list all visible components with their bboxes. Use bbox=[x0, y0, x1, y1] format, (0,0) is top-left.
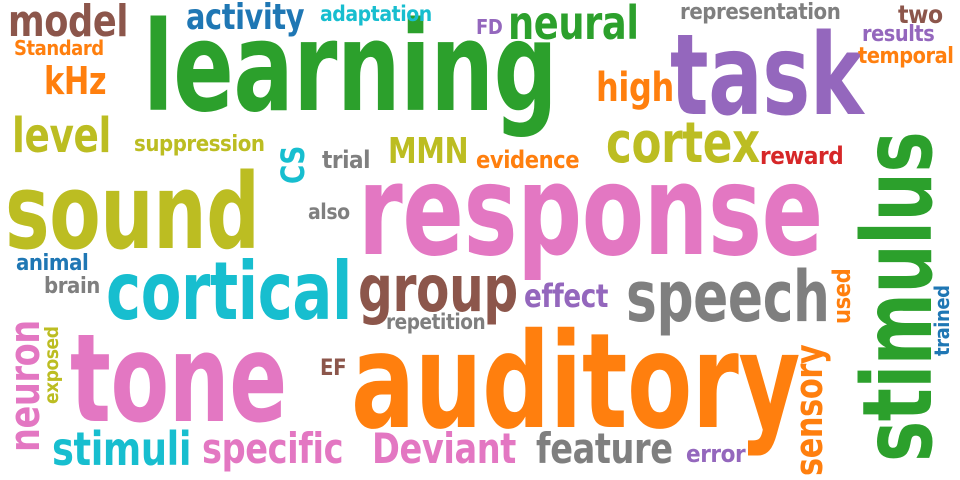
word-also: also bbox=[308, 200, 350, 224]
word-suppression: suppression bbox=[134, 132, 265, 157]
word-evidence: evidence bbox=[476, 146, 580, 174]
word-auditory: auditory bbox=[351, 305, 801, 459]
word-fd: FD bbox=[476, 15, 503, 39]
word-response: response bbox=[358, 137, 823, 284]
word-cortical: cortical bbox=[106, 245, 352, 338]
word-task: task bbox=[670, 11, 864, 141]
word-mmn: MMN bbox=[388, 131, 469, 172]
word-adaptation: adaptation bbox=[320, 2, 432, 26]
word-sound: sound bbox=[5, 151, 260, 273]
word-feature: feature bbox=[536, 424, 673, 473]
word-stimuli: stimuli bbox=[52, 422, 192, 476]
word-trained: trained bbox=[930, 285, 954, 356]
word-temporal: temporal bbox=[858, 44, 954, 69]
word-level: level bbox=[12, 108, 111, 164]
word-representation: representation bbox=[680, 0, 841, 25]
word-cortex: cortex bbox=[606, 111, 760, 176]
word-two: two bbox=[898, 0, 943, 29]
word-repetition: repetition bbox=[386, 310, 486, 334]
word-reward: reward bbox=[760, 142, 844, 170]
word-cs: CS bbox=[274, 146, 312, 184]
word-standard: Standard bbox=[14, 36, 104, 60]
word-high: high bbox=[596, 65, 674, 111]
word-trial: trial bbox=[322, 146, 371, 174]
word-deviant: Deviant bbox=[372, 424, 516, 473]
word-specific: specific bbox=[202, 424, 344, 473]
word-activity: activity bbox=[186, 0, 305, 38]
word-speech: speech bbox=[626, 256, 830, 338]
word-exposed: exposed bbox=[41, 326, 63, 404]
word-neuron: neuron bbox=[0, 320, 49, 452]
word-group: group bbox=[358, 253, 518, 327]
word-model: model bbox=[8, 0, 128, 47]
word-results: results bbox=[862, 22, 935, 47]
word-brain: brain bbox=[44, 274, 100, 299]
word-effect: effect bbox=[524, 277, 609, 315]
word-sensory: sensory bbox=[787, 344, 831, 476]
word-tone: tone bbox=[70, 308, 287, 450]
word-used: used bbox=[828, 268, 856, 324]
word-learning: learning bbox=[143, 0, 558, 140]
word-khz: kHz bbox=[44, 59, 107, 103]
word-ef: EF bbox=[320, 356, 347, 381]
word-neural: neural bbox=[508, 0, 639, 50]
word-animal: animal bbox=[16, 251, 89, 276]
word-error: error bbox=[686, 440, 746, 468]
